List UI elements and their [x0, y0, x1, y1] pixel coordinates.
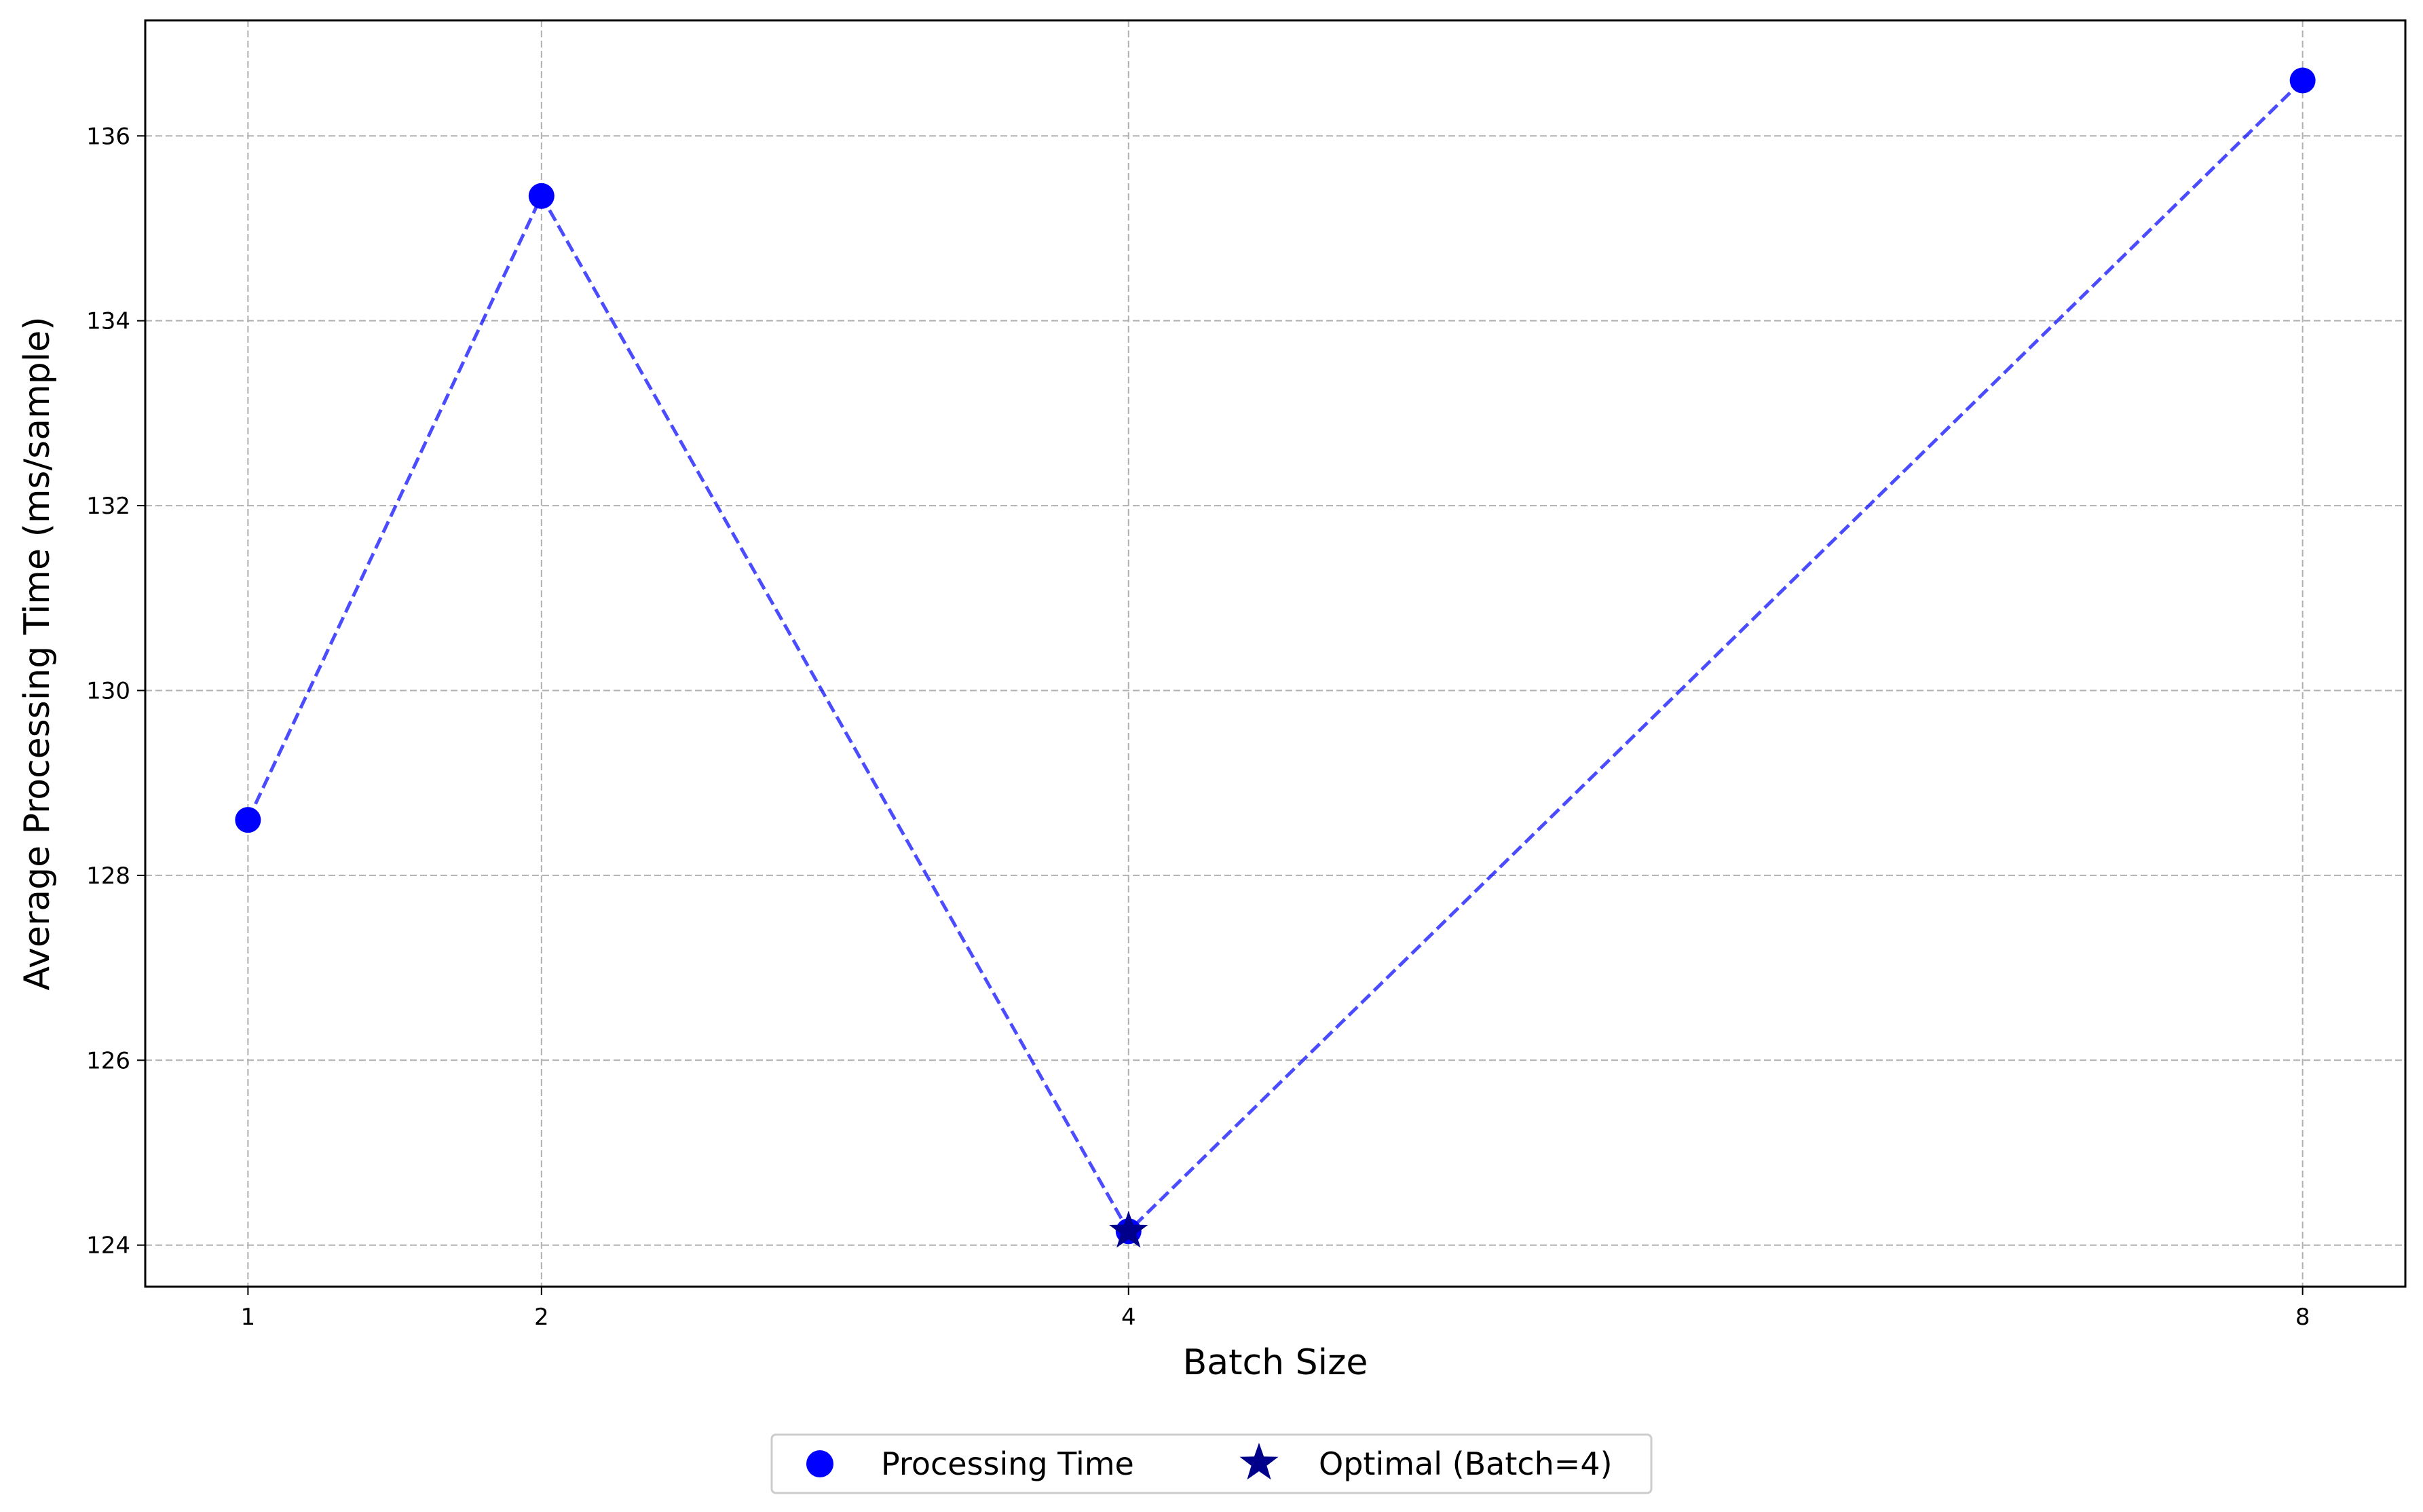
legend-star-marker	[1239, 1443, 1279, 1480]
x-tick-label: 4	[1121, 1304, 1136, 1331]
legend-entry-processing-time: Processing Time	[881, 1445, 1134, 1482]
grid-lines	[145, 20, 2405, 1287]
legend-box	[770, 1433, 1653, 1494]
x-axis-label: Batch Size	[1183, 1342, 1368, 1383]
data-point-processing-time	[2289, 67, 2316, 94]
legend-circle-marker	[806, 1450, 833, 1477]
y-tick-label: 136	[86, 123, 130, 150]
x-tick-label: 1	[241, 1304, 256, 1331]
series-marker-layer	[235, 67, 2316, 1248]
plot-area-frame	[144, 19, 2407, 1288]
x-tick-label: 2	[534, 1304, 549, 1331]
y-axis-label: Average Processing Time (ms/sample)	[17, 317, 58, 991]
y-tick-label: 128	[86, 863, 130, 890]
y-tick-label: 132	[86, 493, 130, 520]
y-tick-label: 124	[86, 1232, 130, 1260]
series-line-layer	[246, 79, 2304, 1234]
optimal-point-star	[1109, 1211, 1148, 1248]
legend-entry-optimal: Optimal (Batch=4)	[1319, 1445, 1613, 1482]
y-tick-label: 134	[86, 308, 130, 335]
y-tick-label: 126	[86, 1047, 130, 1074]
series-line-processing-time	[246, 79, 2304, 1234]
data-point-processing-time	[528, 183, 555, 209]
y-tick-label: 130	[86, 677, 130, 704]
data-point-processing-time	[235, 807, 261, 833]
x-tick-label: 8	[2295, 1304, 2310, 1331]
legend: Processing Time Optimal (Batch=4)	[770, 1433, 1653, 1494]
